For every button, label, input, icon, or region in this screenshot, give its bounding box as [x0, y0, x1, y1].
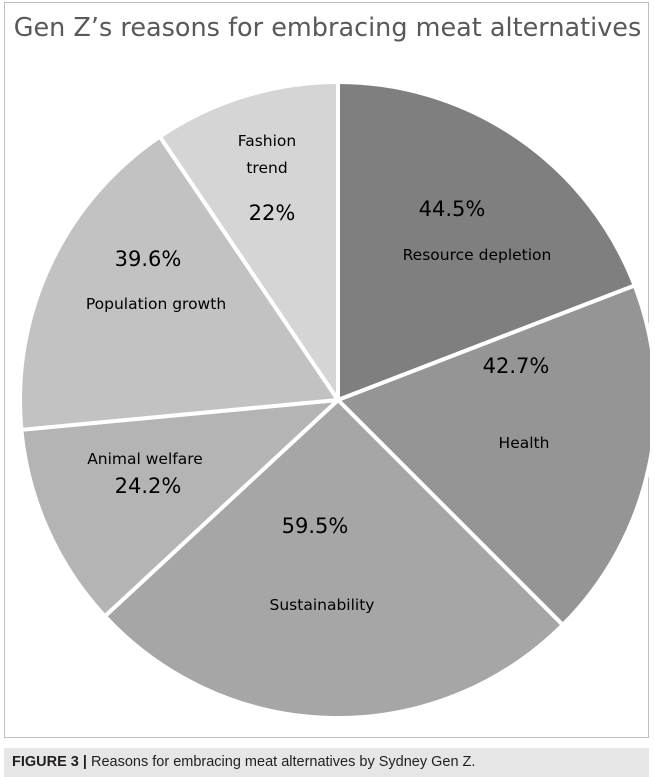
- pie-slice-animal-welfare: [19, 398, 340, 619]
- slice-value-label-resource-depletion: 44.5%: [419, 197, 486, 221]
- slice-category-label-fashion-trend: Fashion trend: [238, 132, 297, 177]
- pie-slice-resource-depletion: [336, 80, 637, 402]
- chart-frame: Gen Z’s reasons for embracing meat alter…: [4, 2, 650, 738]
- slice-category-label-animal-welfare: Animal welfare: [87, 450, 203, 468]
- chart-title: Gen Z’s reasons for embracing meat alter…: [13, 13, 642, 43]
- slice-value-label-population-growth: 39.6%: [115, 247, 182, 271]
- slice-category-label-health: Health: [499, 434, 550, 452]
- slice-category-label-resource-depletion: Resource depletion: [403, 246, 552, 264]
- slice-value-label-health: 42.7%: [483, 354, 550, 378]
- pie-slice-population-growth: [17, 134, 340, 432]
- slice-value-label-animal-welfare: 24.2%: [115, 474, 182, 498]
- pie-chart: 44.5% Resource depletion 42.7% Health 59.5% S…: [17, 80, 650, 720]
- caption-text: Reasons for embracing meat alternatives …: [86, 754, 476, 770]
- slice-category-label-population-growth: Population growth: [86, 295, 226, 313]
- figure-label: FIGURE 3 |: [12, 754, 87, 770]
- pie-slice-health: [336, 283, 650, 627]
- slice-value-label-fashion-trend: 22%: [249, 201, 296, 225]
- pie-slice-fashion-trend: [157, 80, 340, 402]
- slice-value-label-sustainability: 59.5%: [282, 514, 349, 538]
- pie-slice-sustainability: [102, 398, 565, 720]
- figure-caption: FIGURE 3 | Reasons for embracing meat al…: [4, 748, 649, 777]
- slice-category-label-sustainability: Sustainability: [270, 596, 375, 614]
